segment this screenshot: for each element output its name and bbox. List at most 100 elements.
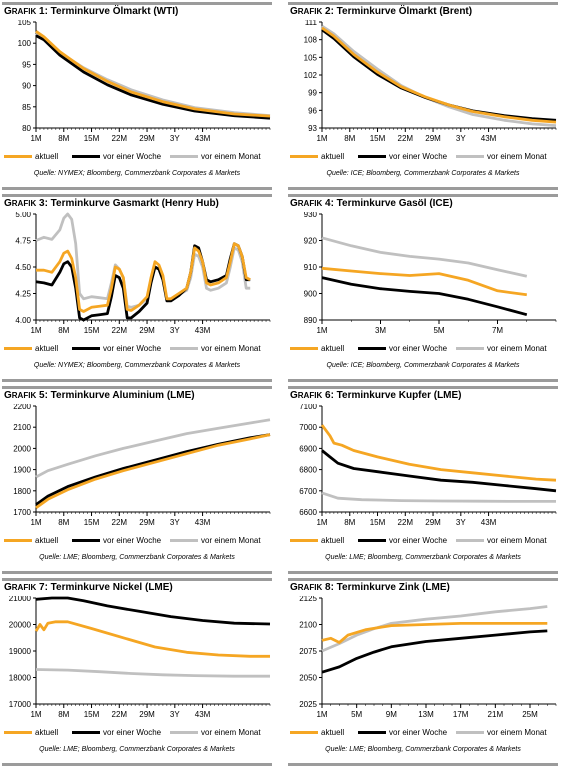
- y-tick-label: 95: [22, 60, 31, 69]
- title-number: 1: [36, 6, 45, 17]
- y-tick-label: 920: [304, 237, 318, 246]
- legend-item-month: vor einem Monat: [456, 344, 547, 353]
- legend-swatch: [290, 731, 318, 735]
- x-tick-label: 8M: [344, 518, 355, 527]
- x-tick-label: 3Y: [170, 134, 180, 143]
- legend-label: vor einer Woche: [103, 728, 162, 737]
- legend-label: vor einer Woche: [389, 728, 448, 737]
- x-tick-label: 15M: [370, 518, 386, 527]
- bottom-rule: [2, 571, 272, 574]
- x-tick-label: 8M: [58, 134, 69, 143]
- y-tick-label: 6800: [299, 466, 317, 475]
- top-rule: [2, 386, 272, 389]
- series-line-current: [35, 433, 271, 509]
- x-tick-label: 13M: [418, 710, 434, 719]
- x-tick-label: 43M: [195, 326, 211, 335]
- legend-swatch: [456, 155, 484, 159]
- legend-item-week: vor einer Woche: [358, 728, 447, 737]
- y-tick-label: 93: [308, 124, 317, 133]
- top-rule: [2, 194, 272, 197]
- x-tick-label: 29M: [139, 134, 155, 143]
- series-line-week: [35, 34, 271, 120]
- x-tick-label: 5M: [351, 710, 362, 719]
- chart-svg: 1700 1800 1900 2000 2100 2200 1M 8M 15M 22M 29M 3Y 4…: [13, 404, 271, 527]
- bottom-rule: [288, 571, 558, 574]
- legend-item-current: aktuell: [4, 536, 58, 545]
- legend-item-current: aktuell: [4, 344, 58, 353]
- x-tick-label: 43M: [195, 710, 211, 719]
- legend-item-week: vor einer Woche: [72, 344, 161, 353]
- x-tick-label: 15M: [84, 518, 100, 527]
- legend-label: vor einem Monat: [487, 536, 547, 545]
- title-initial: G: [290, 6, 298, 17]
- y-tick-label: 6700: [299, 487, 317, 496]
- y-tick-label: 7100: [299, 404, 317, 411]
- x-tick-label: 29M: [139, 710, 155, 719]
- legend-swatch: [358, 539, 386, 543]
- y-tick-label: 2075: [299, 647, 317, 656]
- legend-label: vor einem Monat: [201, 536, 261, 545]
- y-tick-label: 19000: [9, 647, 32, 656]
- series-line-month: [321, 491, 556, 503]
- x-tick-label: 22M: [112, 518, 128, 527]
- series-line-week: [35, 596, 271, 626]
- legend-item-week: vor einer Woche: [72, 152, 161, 161]
- legend-label: vor einem Monat: [201, 152, 261, 161]
- legend-swatch: [456, 347, 484, 351]
- y-tick-label: 890: [304, 316, 318, 325]
- y-tick-label: 17000: [9, 700, 32, 709]
- legend-item-week: vor einer Woche: [72, 728, 161, 737]
- x-tick-label: 29M: [425, 518, 441, 527]
- title-prefix-rest: RAFIK: [11, 199, 37, 208]
- chart-title: GRAFIK 7: Terminkurve Nickel (LME): [4, 582, 173, 593]
- legend: aktuell vor einer Woche vor einem Monat: [2, 536, 272, 548]
- title-prefix-rest: RAFIK: [297, 391, 323, 400]
- y-tick-label: 90: [22, 82, 31, 91]
- legend-swatch: [170, 155, 198, 159]
- x-tick-label: 29M: [139, 326, 155, 335]
- legend-item-week: vor einer Woche: [72, 536, 161, 545]
- title-text: : Terminkurve Aluminium (LME): [44, 390, 195, 401]
- series-line-month: [35, 32, 271, 118]
- legend-label: vor einem Monat: [201, 728, 261, 737]
- x-tick-label: 3Y: [170, 710, 180, 719]
- chart-title: GRAFIK 3: Terminkurve Gasmarkt (Henry Hu…: [4, 198, 219, 209]
- legend-label: vor einer Woche: [103, 344, 162, 353]
- y-tick-label: 105: [304, 53, 318, 62]
- title-number: 7: [36, 582, 45, 593]
- x-tick-label: 22M: [398, 518, 414, 527]
- chart-panel-8: GRAFIK 8: Terminkurve Zink (LME) 2025 2050…: [288, 578, 558, 766]
- x-tick-label: 1M: [316, 326, 327, 335]
- title-text: : Terminkurve Nickel (LME): [44, 582, 173, 593]
- legend-label: aktuell: [321, 344, 345, 353]
- bottom-rule: [288, 187, 558, 190]
- top-rule: [288, 2, 558, 5]
- y-tick-label: 4.00: [15, 316, 31, 325]
- title-initial: G: [290, 390, 298, 401]
- legend-label: vor einer Woche: [103, 152, 162, 161]
- source-note: Quelle: LME; Bloomberg, Commerzbank Corp…: [325, 746, 521, 753]
- y-tick-label: 20000: [9, 621, 32, 630]
- chart-title: GRAFIK 6: Terminkurve Kupfer (LME): [290, 390, 462, 401]
- legend: aktuell vor einer Woche vor einem Monat: [2, 344, 272, 356]
- chart-panel-4: GRAFIK 4: Terminkurve Gasöl (ICE) 890 900 9…: [288, 194, 558, 382]
- source-note: Quelle: ICE; Bloomberg, Commerzbank Corp…: [326, 170, 520, 177]
- legend-label: vor einer Woche: [389, 152, 448, 161]
- title-text: : Terminkurve Zink (LME): [330, 582, 450, 593]
- chart-panel-7: GRAFIK 7: Terminkurve Nickel (LME) 17000 1…: [2, 578, 272, 766]
- top-rule: [288, 386, 558, 389]
- y-tick-label: 99: [308, 89, 317, 98]
- x-tick-label: 22M: [112, 710, 128, 719]
- x-tick-label: 29M: [139, 518, 155, 527]
- chart-title: GRAFIK 4: Terminkurve Gasöl (ICE): [290, 198, 453, 209]
- y-tick-label: 105: [18, 20, 32, 27]
- title-number: 5: [36, 390, 45, 401]
- x-tick-label: 3Y: [170, 518, 180, 527]
- series-line-week: [321, 28, 557, 122]
- legend-item-month: vor einem Monat: [170, 728, 261, 737]
- legend-swatch: [290, 539, 318, 543]
- top-rule: [288, 578, 558, 581]
- chart-panel-6: GRAFIK 6: Terminkurve Kupfer (LME) 6600 67…: [288, 386, 558, 574]
- x-tick-label: 8M: [58, 710, 69, 719]
- x-tick-label: 5M: [433, 326, 444, 335]
